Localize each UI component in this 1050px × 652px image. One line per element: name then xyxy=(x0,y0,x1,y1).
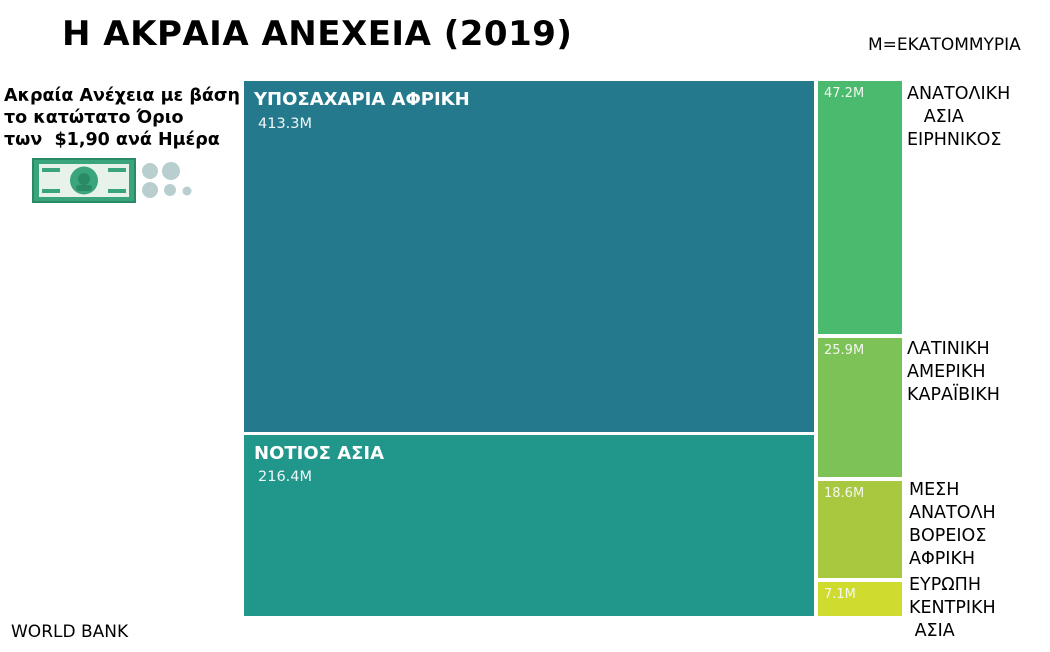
source-label: WORLD BANK xyxy=(11,622,129,642)
side-label-line: ΑΣΙΑ xyxy=(907,107,964,127)
subtitle-line: το κατώτατο Όριο xyxy=(4,108,184,128)
side-label-line: ΕΙΡΗΝΙΚΟΣ xyxy=(907,130,1002,150)
dollar-bill-icon xyxy=(32,158,192,203)
tile-value: 413.3M xyxy=(258,116,313,132)
subtitle-line: των $1,90 ανά Ημέρα xyxy=(4,130,220,150)
side-label-line: ΚΑΡΑΪΒΙΚΗ xyxy=(907,385,1000,405)
side-label-line: ΜΕΣΗ xyxy=(909,480,960,500)
tile-label: ΥΠΟΣΑΧΑΡΙΑ ΑΦΡΙΚΗ xyxy=(254,89,470,110)
chart-title: Η ΑΚΡΑΙΑ ΑΝΕΧΕΙΑ (2019) xyxy=(62,14,573,54)
side-label-mena: ΜΕΣΗ ΑΝΑΤΟΛΗ ΒΟΡΕΙΟΣ ΑΦΡΙΚΗ xyxy=(909,479,996,571)
tile-value: 216.4M xyxy=(258,469,313,485)
subtitle: Ακραία Ανέχεια με βάση το κατώτατο Όριο … xyxy=(4,85,240,151)
side-label-line: ΑΜΕΡΙΚΗ xyxy=(907,362,986,382)
subtitle-line: Ακραία Ανέχεια με βάση xyxy=(4,86,240,106)
tile-sub-saharan-africa: ΥΠΟΣΑΧΑΡΙΑ ΑΦΡΙΚΗ 413.3M xyxy=(244,81,814,432)
tile-east-asia-pacific: 47.2M xyxy=(818,81,902,334)
side-label-line: ΑΝΑΤΟΛΗ xyxy=(909,503,996,523)
side-label-line: ΑΝΑΤΟΛΙΚΗ xyxy=(907,84,1011,104)
tile-value: 25.9M xyxy=(824,343,865,358)
tile-latin-america-caribbean: 25.9M xyxy=(818,338,902,477)
tile-europe-central-asia: 7.1M xyxy=(818,582,902,616)
side-label-europe-central-asia: ΕΥΡΩΠΗ ΚΕΝΤΡΙΚΗ ΑΣΙΑ xyxy=(909,574,996,643)
side-label-latin-america: ΛΑΤΙΝΙΚΗ ΑΜΕΡΙΚΗ ΚΑΡΑΪΒΙΚΗ xyxy=(907,338,1000,407)
side-label-line: ΕΥΡΩΠΗ xyxy=(909,575,981,595)
tile-mena: 18.6M xyxy=(818,481,902,578)
side-label-east-asia-pacific: ΑΝΑΤΟΛΙΚΗ ΑΣΙΑ ΕΙΡΗΝΙΚΟΣ xyxy=(907,83,1010,152)
side-label-line: ΑΣΙΑ xyxy=(909,621,955,641)
side-label-line: ΚΕΝΤΡΙΚΗ xyxy=(909,598,996,618)
unit-note: Μ=ΕΚΑΤΟΜΜΥΡΙΑ xyxy=(868,35,1021,55)
tile-south-asia: ΝΟΤΙΟΣ ΑΣΙΑ 216.4M xyxy=(244,435,814,616)
side-label-line: ΑΦΡΙΚΗ xyxy=(909,549,976,569)
tile-label: ΝΟΤΙΟΣ ΑΣΙΑ xyxy=(254,443,385,464)
tile-value: 7.1M xyxy=(824,587,856,602)
tile-value: 18.6M xyxy=(824,486,865,501)
side-label-line: ΒΟΡΕΙΟΣ xyxy=(909,526,987,546)
tile-value: 47.2M xyxy=(824,86,865,101)
side-label-line: ΛΑΤΙΝΙΚΗ xyxy=(907,339,990,359)
